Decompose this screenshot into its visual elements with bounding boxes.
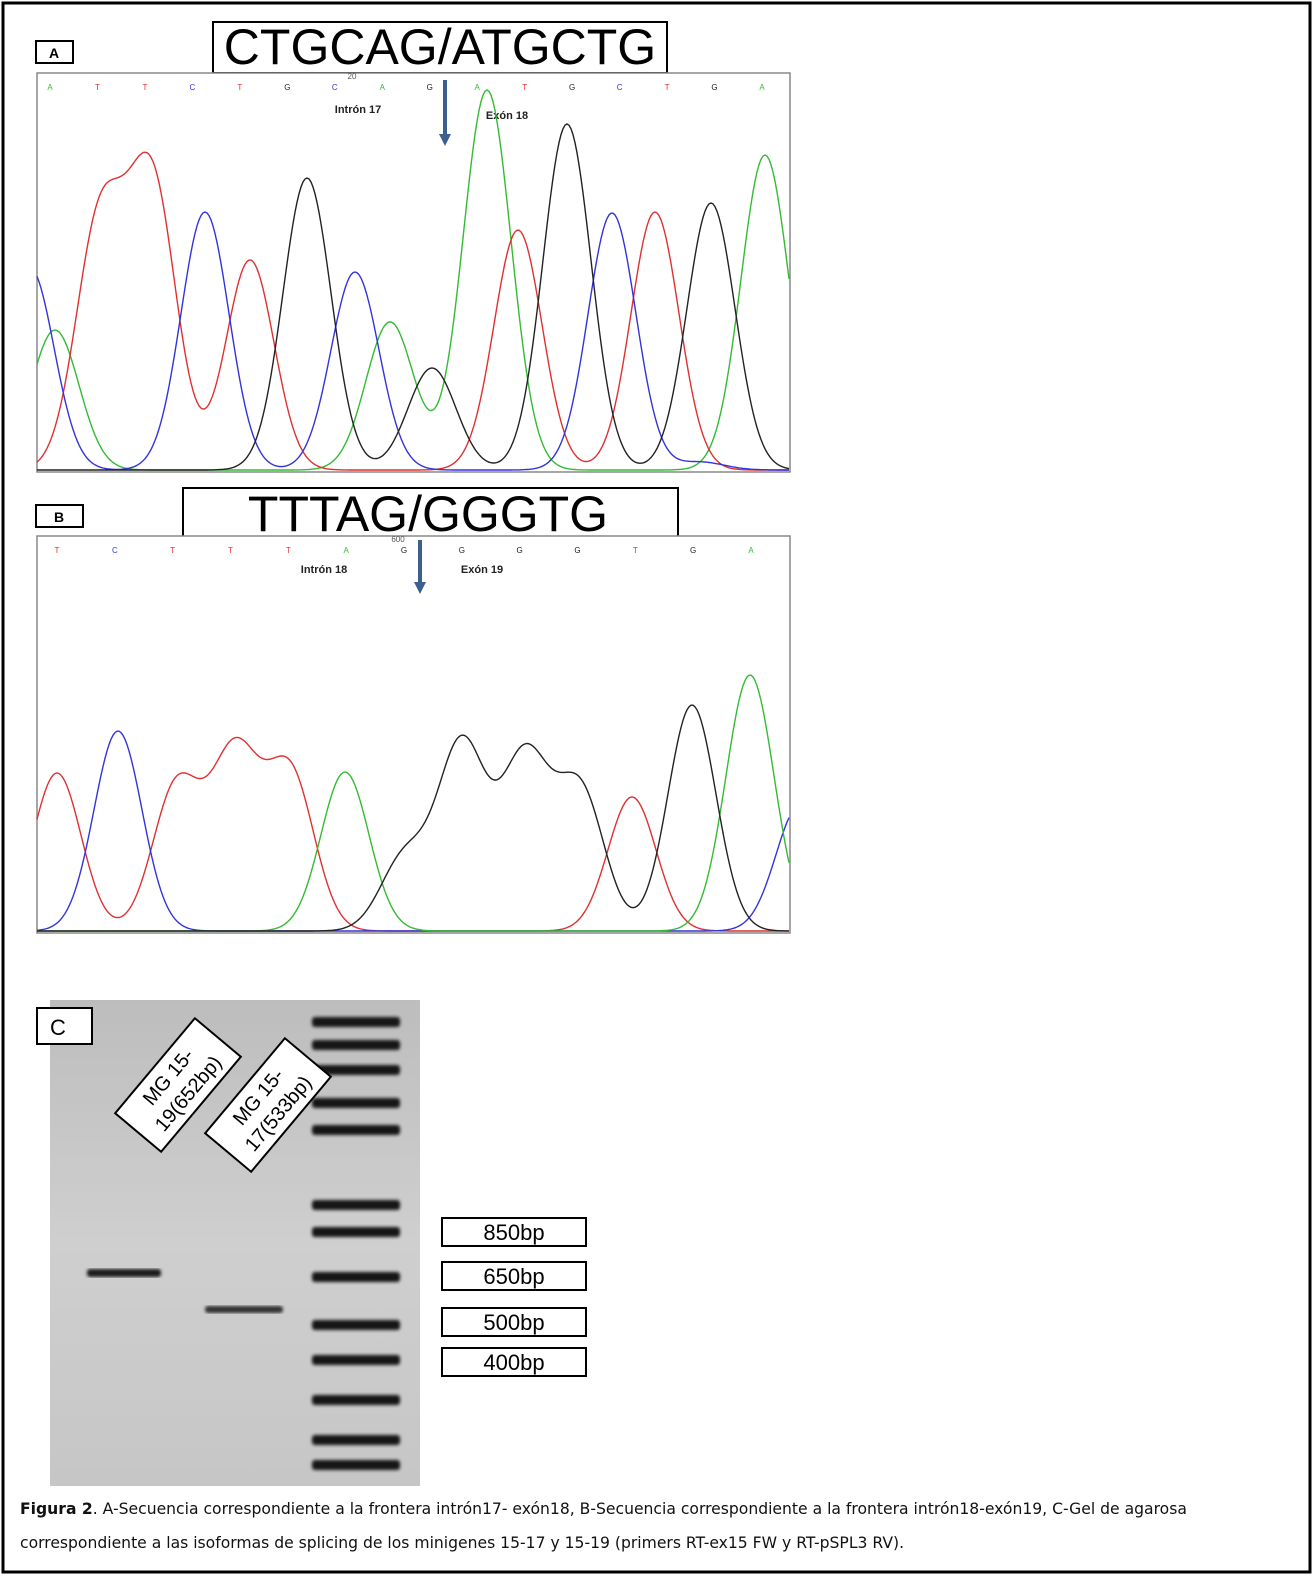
base-call: G — [711, 83, 717, 92]
panel-label: A — [49, 45, 59, 61]
exon-label: Exón 19 — [461, 564, 503, 576]
ladder-band — [312, 1040, 400, 1050]
base-call: C — [190, 83, 196, 92]
base-call: A — [47, 83, 53, 92]
ladder-band — [312, 1395, 400, 1405]
base-call: A — [759, 83, 765, 92]
ladder-band — [312, 1272, 400, 1282]
ladder-band — [312, 1200, 400, 1210]
base-call: C — [617, 83, 623, 92]
ladder-band — [312, 1098, 400, 1108]
base-call: A — [343, 546, 349, 555]
base-call: T — [286, 546, 291, 555]
position-label: 600 — [391, 535, 405, 544]
base-call: C — [332, 83, 338, 92]
exon-label: Exón 18 — [486, 110, 528, 122]
base-call: G — [574, 546, 580, 555]
caption: Figura 2. A-Secuencia correspondiente a … — [20, 1492, 1310, 1560]
page: A CTGCAG/ATGCTG 20 Intrón 17 Exón 18 B T… — [0, 0, 1315, 1577]
chromatogram-frame — [37, 536, 790, 933]
base-call: G — [401, 546, 407, 555]
base-call: T — [665, 83, 670, 92]
base-call: T — [522, 83, 527, 92]
figure: A CTGCAG/ATGCTG 20 Intrón 17 Exón 18 B T… — [0, 0, 1315, 1577]
sequence-title: CTGCAG/ATGCTG — [224, 19, 656, 75]
base-call: G — [517, 546, 523, 555]
ladder-band — [312, 1355, 400, 1365]
gel-band — [87, 1269, 161, 1277]
base-call: A — [380, 83, 386, 92]
base-call: A — [748, 546, 754, 555]
ladder-band — [312, 1017, 400, 1027]
base-call: C — [112, 546, 118, 555]
ladder-band — [312, 1125, 400, 1135]
base-call: G — [690, 546, 696, 555]
marker-label: 850bp — [483, 1220, 544, 1245]
sequence-title: TTTAG/GGGTG — [248, 486, 608, 542]
chromatogram-frame — [37, 73, 790, 472]
base-call: G — [459, 546, 465, 555]
base-call: T — [55, 546, 60, 555]
base-call: T — [142, 83, 147, 92]
base-call: T — [633, 546, 638, 555]
marker-label: 400bp — [483, 1350, 544, 1375]
caption-bold: Figura 2 — [20, 1500, 93, 1518]
marker-list: 850bp 650bp 500bp 400bp — [442, 1218, 586, 1376]
intron-label: Intrón 17 — [335, 104, 381, 116]
marker-label: 650bp — [483, 1264, 544, 1289]
panel-label: B — [54, 509, 64, 525]
position-label: 20 — [348, 72, 357, 81]
base-call: G — [427, 83, 433, 92]
base-call: G — [284, 83, 290, 92]
ladder-band — [312, 1320, 400, 1330]
base-call: A — [475, 83, 481, 92]
base-call: T — [170, 546, 175, 555]
ladder-band — [312, 1460, 400, 1470]
base-call: G — [569, 83, 575, 92]
gel-band — [205, 1306, 283, 1313]
intron-label: Intrón 18 — [301, 564, 347, 576]
base-call: T — [95, 83, 100, 92]
caption-text: . A-Secuencia correspondiente a la front… — [20, 1500, 1187, 1552]
base-call: T — [237, 83, 242, 92]
ladder-band — [312, 1435, 400, 1445]
marker-label: 500bp — [483, 1310, 544, 1335]
base-call: T — [228, 546, 233, 555]
panel-label: C — [50, 1015, 66, 1040]
ladder-band — [312, 1227, 400, 1237]
